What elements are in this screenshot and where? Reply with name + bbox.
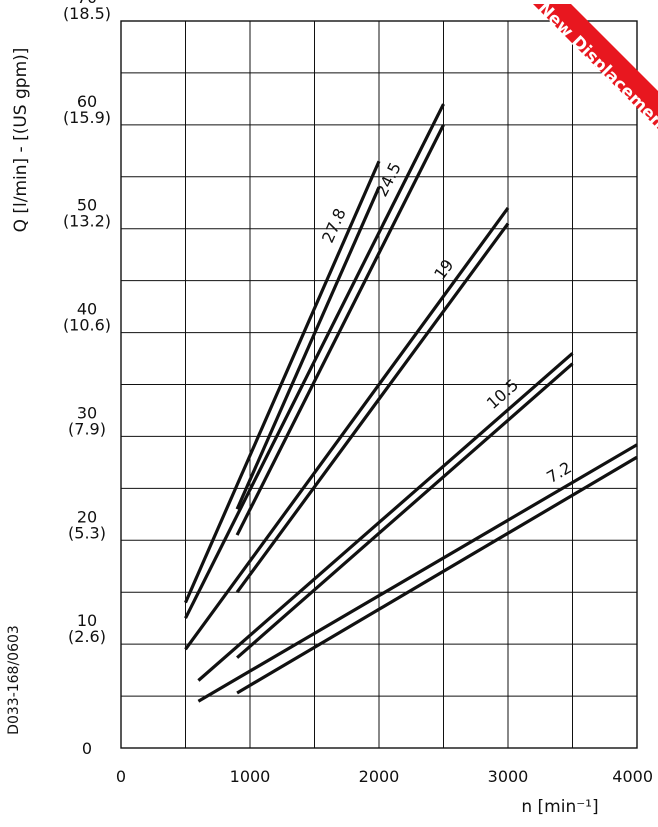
x-axis-ticks: 0 1000 2000 3000 4000 <box>116 767 653 786</box>
y-tick-label: 10(2.6) <box>68 611 106 646</box>
figure-code: D033-168/0603 <box>6 625 22 735</box>
x-axis-title: n [min⁻¹] <box>521 797 598 817</box>
y-tick-lpm: 30 <box>77 403 97 422</box>
series-line <box>235 186 381 510</box>
y-tick-label: 20(5.3) <box>68 507 106 542</box>
y-tick-gpm: (13.2) <box>63 212 111 231</box>
y-tick-label: 30(7.9) <box>68 403 106 438</box>
y-tick-gpm: (10.6) <box>63 316 111 335</box>
y-tick-lpm: 0 <box>82 739 92 758</box>
series-27-8: 27.8 <box>184 160 381 604</box>
series-line <box>235 222 510 594</box>
y-tick-lpm: 20 <box>77 507 97 526</box>
x-tick-label: 2000 <box>359 767 400 786</box>
x-tick-label: 1000 <box>230 767 271 786</box>
y-tick-lpm: 70 <box>77 0 97 7</box>
x-tick-label: 4000 <box>612 767 653 786</box>
series-label: 19 <box>430 256 457 284</box>
y-axis-ticks: 0 10(2.6) 20(5.3) 30(7.9) 40(10.6) 50(13.2) 60… <box>63 0 111 758</box>
series-line <box>197 443 638 703</box>
y-tick-gpm: (15.9) <box>63 108 111 127</box>
x-tick-label: 0 <box>116 767 126 786</box>
y-axis-title: Q [l/min] - [(US gpm)] <box>11 48 31 233</box>
y-tick-label: 0 <box>82 739 92 758</box>
plot-frame <box>120 20 638 749</box>
series-line <box>235 124 445 536</box>
y-tick-lpm: 40 <box>77 300 97 319</box>
y-tick-gpm: (7.9) <box>68 419 106 438</box>
y-tick-label: 70(18.5) <box>63 0 111 23</box>
y-tick-label: 60(15.9) <box>63 92 111 127</box>
series-label: 10.5 <box>483 375 522 413</box>
series-line <box>184 206 510 651</box>
y-tick-lpm: 50 <box>77 196 97 215</box>
series-line <box>197 352 574 682</box>
y-tick-lpm: 10 <box>77 611 97 630</box>
y-tick-lpm: 60 <box>77 92 97 111</box>
y-tick-label: 50(13.2) <box>63 196 111 231</box>
series-line <box>236 455 638 695</box>
series-line <box>236 362 574 659</box>
series-line <box>184 103 445 619</box>
y-tick-gpm: (18.5) <box>63 4 111 23</box>
series-19: 19 <box>184 206 510 651</box>
x-tick-label: 3000 <box>488 767 529 786</box>
y-tick-gpm: (2.6) <box>68 627 106 646</box>
y-tick-gpm: (5.3) <box>68 523 106 542</box>
series-line <box>184 160 381 604</box>
y-tick-label: 40(10.6) <box>63 300 111 335</box>
